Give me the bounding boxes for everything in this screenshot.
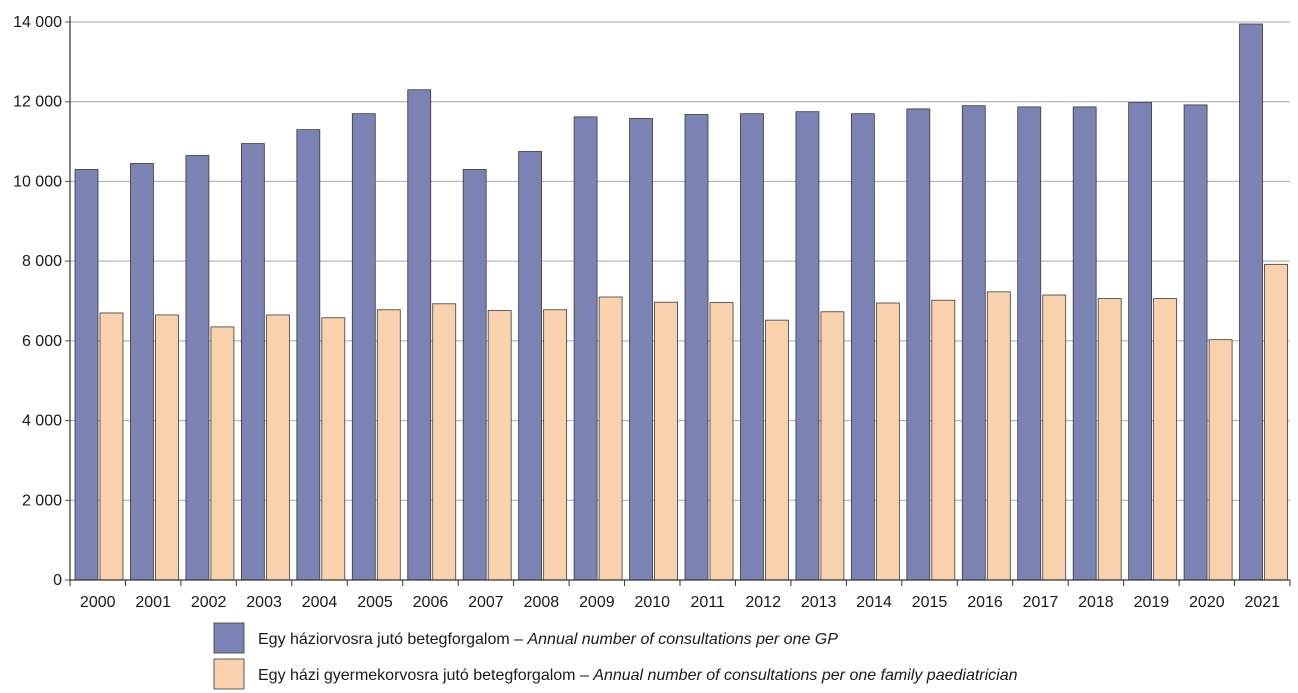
- legend: Egy háziorvosra jutó betegforgalom – Ann…: [213, 622, 1018, 690]
- bar-series-1-2015: [906, 108, 931, 581]
- legend-label-hu: Egy házi gyermekorvosra jutó betegforgal…: [258, 667, 593, 684]
- bar-series-1-2017: [1017, 106, 1042, 581]
- bar-series-2-2002: [210, 326, 235, 581]
- x-tick-label: 2015: [912, 594, 948, 611]
- bar-series-1-2019: [1128, 102, 1153, 581]
- x-tick-label: 2016: [967, 594, 1003, 611]
- bar-series-1-2000: [74, 169, 99, 581]
- bar-series-1-2011: [684, 114, 709, 581]
- bar-series-1-2005: [351, 113, 376, 581]
- bar-series-2-2011: [709, 302, 734, 581]
- x-tick-label: 2008: [524, 594, 560, 611]
- bar-series-1-2013: [795, 111, 820, 581]
- bar-series-2-2008: [543, 309, 568, 581]
- bar-series-2-2013: [820, 311, 845, 581]
- x-tick-label: 2001: [135, 594, 171, 611]
- bar-series-2-2003: [265, 314, 290, 581]
- legend-label-en: Annual number of consultations per one f…: [592, 667, 1017, 684]
- bar-series-2-2018: [1097, 298, 1122, 581]
- bar-series-1-2004: [296, 129, 321, 581]
- tick-labels: 0 2 000 4 000 6 000 8 000 10 000 12 000 14 000 2…: [13, 14, 1280, 611]
- x-tick-label: 2002: [191, 594, 227, 611]
- bar-series-2-2004: [321, 317, 346, 581]
- axes: [65, 16, 1291, 586]
- x-tick-label: 2010: [634, 594, 670, 611]
- x-tick-label: 2007: [468, 594, 504, 611]
- legend-label-2: Egy házi gyermekorvosra jutó betegforgal…: [258, 667, 1018, 684]
- y-tick-label: 12 000: [13, 94, 62, 111]
- y-tick-label: 0: [53, 572, 62, 589]
- bar-series-1-2007: [462, 169, 487, 581]
- bar-series-2-2017: [1042, 294, 1067, 581]
- bar-series-2-2014: [875, 302, 900, 581]
- legend-label-hu: Egy háziorvosra jutó betegforgalom –: [258, 631, 527, 648]
- bar-series-1-2006: [407, 89, 432, 581]
- y-tick-label: 14 000: [13, 14, 62, 31]
- x-tick-label: 2000: [80, 594, 116, 611]
- y-tick-label: 6 000: [22, 333, 62, 350]
- y-tick-label: 8 000: [22, 253, 62, 270]
- legend-swatch-2: [213, 658, 245, 690]
- y-tick-label: 10 000: [13, 173, 62, 190]
- bar-series-2-2016: [986, 291, 1011, 581]
- bar-series-2-2021: [1264, 263, 1288, 581]
- x-tick-label: 2011: [691, 594, 726, 611]
- bar-series-1-2021: [1239, 23, 1263, 581]
- bar-series-2-2019: [1153, 298, 1178, 581]
- bar-series-2-2010: [654, 301, 678, 581]
- bar-series-2-2012: [765, 319, 789, 581]
- bar-series-1-2020: [1183, 104, 1208, 581]
- bar-series-1-2001: [130, 163, 154, 581]
- x-tick-label: 2019: [1134, 594, 1170, 611]
- bar-series-1-2018: [1072, 106, 1097, 581]
- bar-series-2-2009: [598, 296, 623, 581]
- bar-series-2-2020: [1208, 339, 1233, 581]
- y-tick-label: 2 000: [22, 492, 62, 509]
- x-tick-label: 2004: [302, 594, 338, 611]
- bar-series-1-2016: [961, 105, 986, 581]
- x-tick-label: 2012: [745, 594, 781, 611]
- x-tick-label: 2018: [1078, 594, 1114, 611]
- bar-series-2-2006: [432, 303, 457, 581]
- x-tick-label: 2005: [357, 594, 393, 611]
- bar-series-1-2008: [518, 151, 543, 581]
- x-tick-label: 2013: [801, 594, 837, 611]
- x-tick-label: 2003: [246, 594, 282, 611]
- bar-series-2-2015: [931, 299, 956, 581]
- legend-label-1: Egy háziorvosra jutó betegforgalom – Ann…: [258, 631, 838, 648]
- bar-series-1-2002: [185, 155, 210, 581]
- x-tick-label: 2017: [1023, 594, 1059, 611]
- bar-series-2-2005: [376, 309, 401, 581]
- bar-series-2-2001: [155, 314, 179, 581]
- x-tick-label: 2009: [579, 594, 615, 611]
- bars: [74, 23, 1288, 581]
- legend-label-en: Annual number of consultations per one G…: [526, 631, 838, 648]
- x-tick-label: 2021: [1244, 594, 1280, 611]
- bar-series-2-2000: [99, 312, 124, 581]
- bar-series-1-2010: [629, 118, 653, 581]
- bar-series-1-2014: [850, 113, 875, 581]
- y-tick-label: 4 000: [22, 413, 62, 430]
- bar-series-2-2007: [487, 310, 512, 581]
- bar-series-1-2012: [740, 113, 764, 581]
- legend-swatch-1: [213, 622, 245, 654]
- bar-series-1-2003: [240, 143, 265, 581]
- x-tick-label: 2020: [1189, 594, 1225, 611]
- bar-series-1-2009: [573, 116, 598, 581]
- x-tick-label: 2006: [413, 594, 449, 611]
- x-tick-label: 2014: [856, 594, 892, 611]
